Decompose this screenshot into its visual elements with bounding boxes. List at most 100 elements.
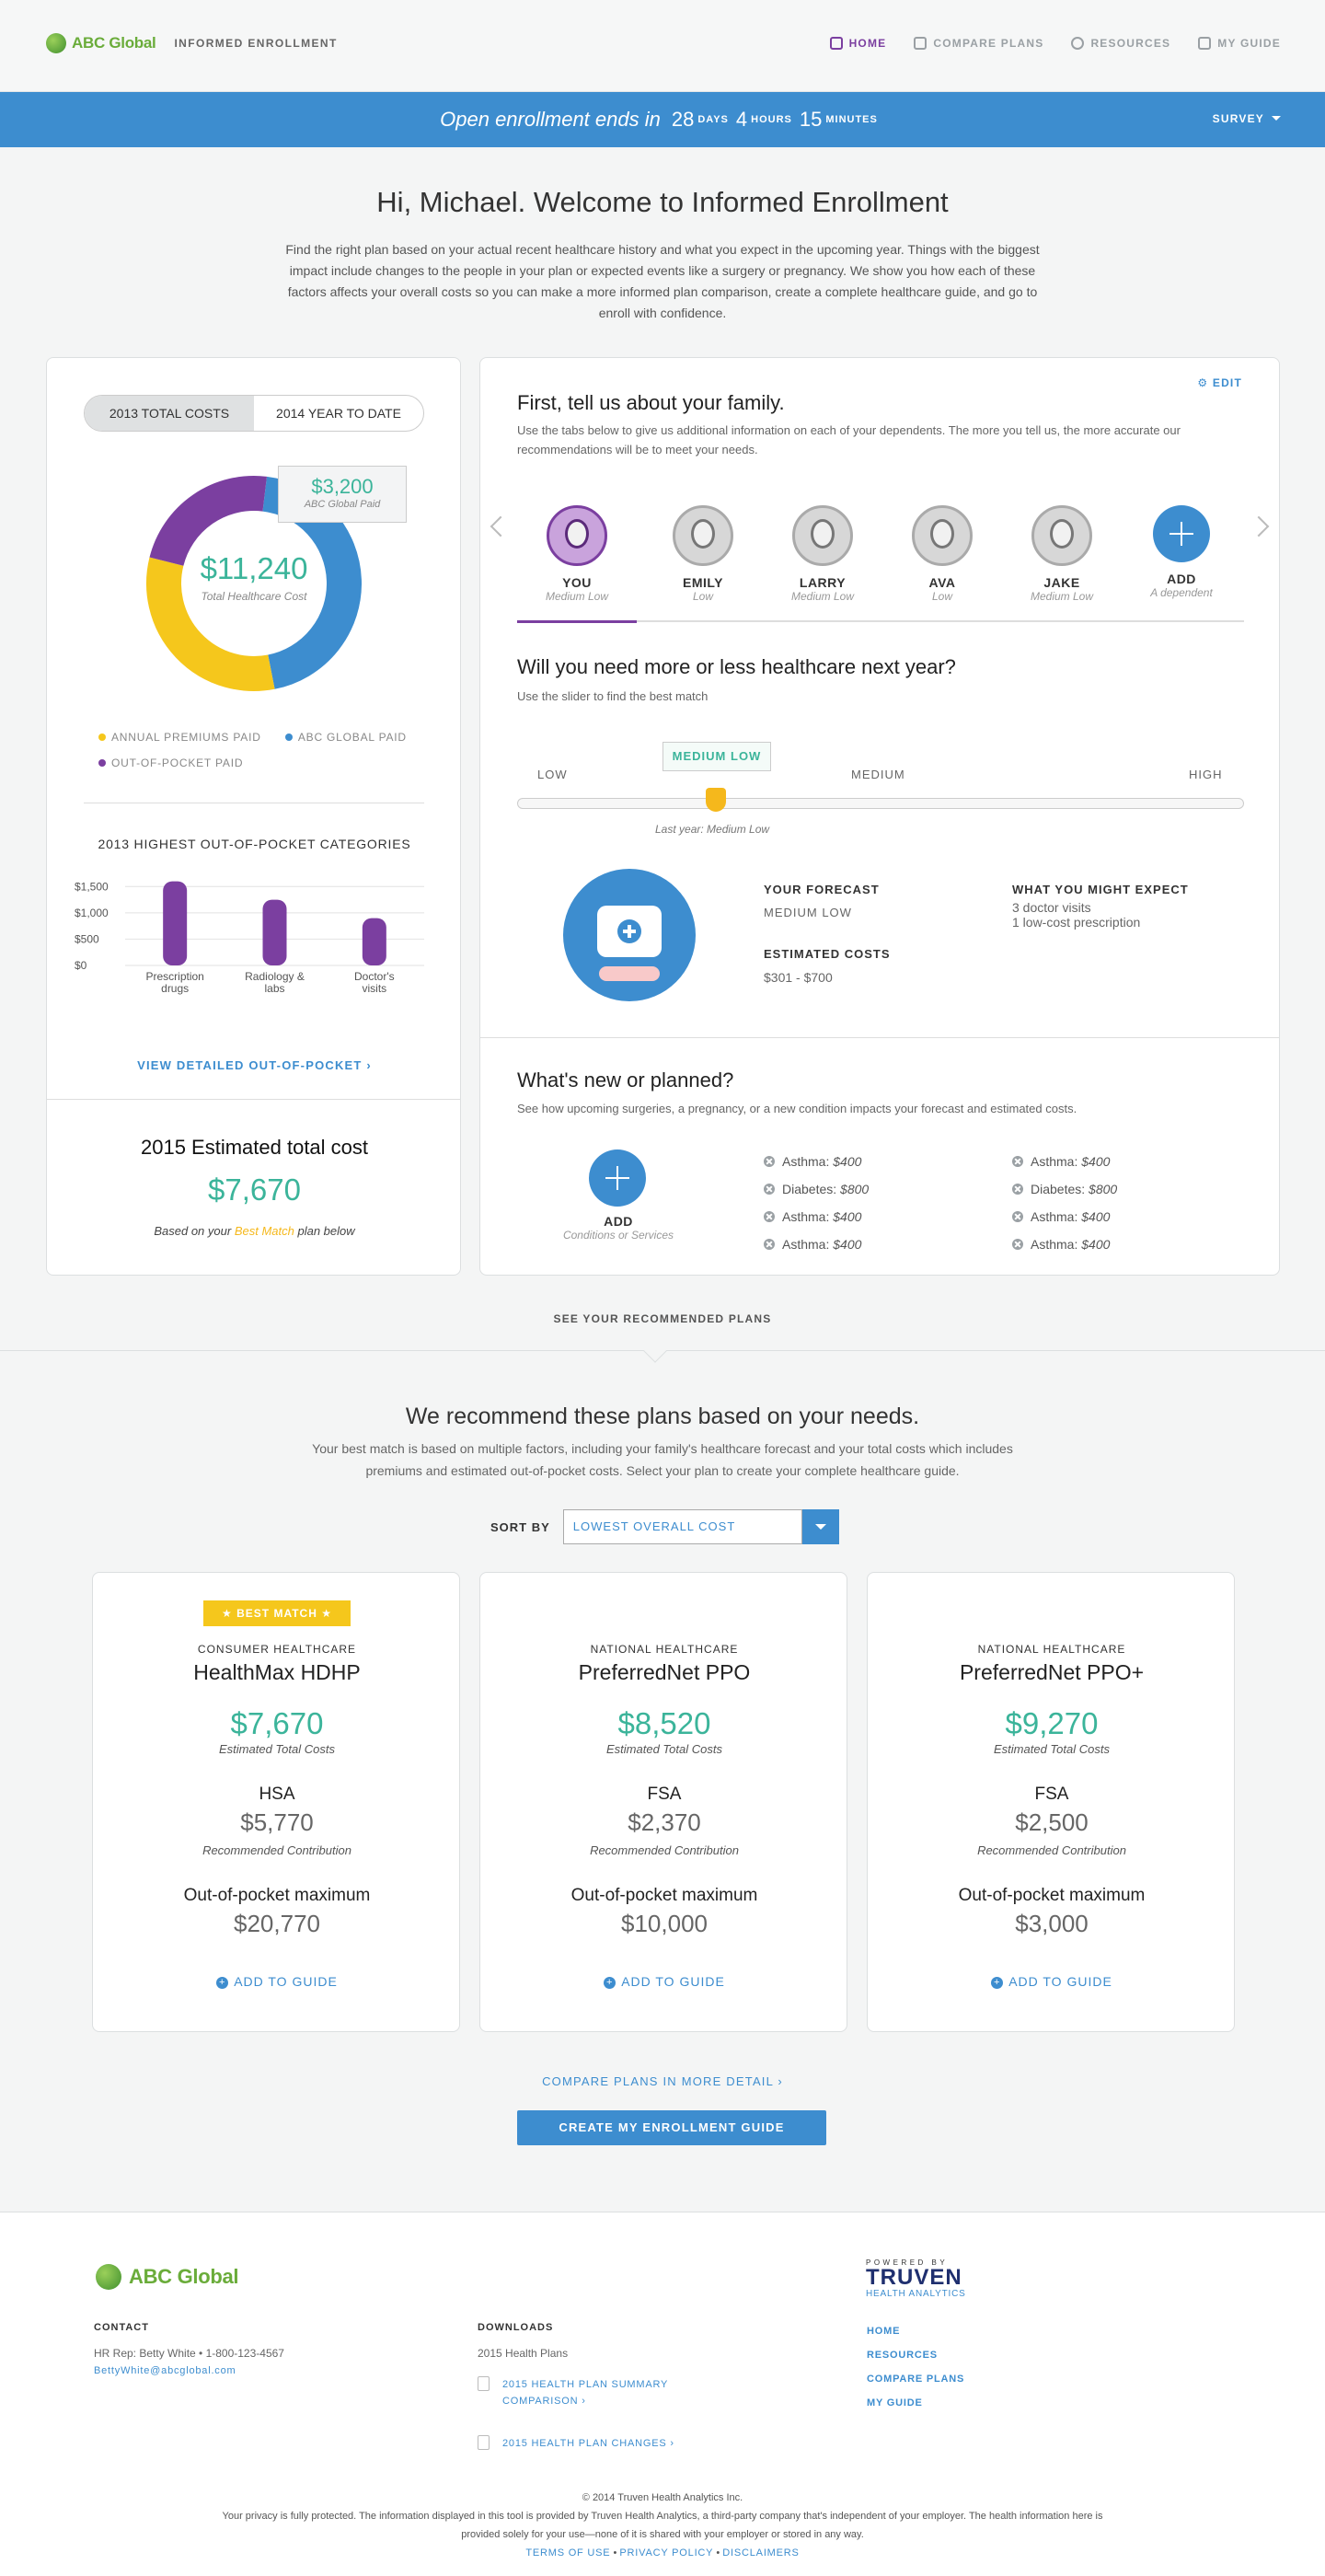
- see-recommended-plans[interactable]: SEE YOUR RECOMMENDED PLANS: [553, 1312, 772, 1325]
- download-item[interactable]: 2015 HEALTH PLAN CHANGES ›: [478, 2435, 698, 2452]
- compare-plans-detail-link[interactable]: COMPARE PLANS IN MORE DETAIL ›: [542, 2074, 783, 2088]
- disclaimers-link[interactable]: DISCLAIMERS: [722, 2547, 800, 2559]
- donut-slice[interactable]: [149, 476, 267, 567]
- remove-icon[interactable]: [764, 1239, 775, 1250]
- add-dependent-button[interactable]: ADD A dependent: [1126, 505, 1237, 599]
- add-sublabel: A dependent: [1150, 586, 1213, 599]
- remove-icon[interactable]: [764, 1211, 775, 1222]
- bar[interactable]: [163, 881, 188, 965]
- tab-2013-total-costs[interactable]: 2013 TOTAL COSTS: [85, 396, 254, 431]
- survey-dropdown[interactable]: SURVEY: [1213, 112, 1281, 125]
- copyright: © 2014 Truven Health Analytics Inc.: [582, 2492, 743, 2503]
- remove-icon[interactable]: [764, 1156, 775, 1167]
- footer-logo[interactable]: ABC Global: [96, 2264, 239, 2290]
- truven-logo: POWERED BY TRUVEN HEALTH ANALYTICS: [866, 2258, 1013, 2299]
- plan-card-preferrednet-ppo-plus[interactable]: NATIONAL HEALTHCARE PreferredNet PPO+ $9…: [867, 1572, 1235, 2032]
- contact-email-link[interactable]: BettyWhite@abcglobal.com: [94, 2365, 236, 2376]
- remove-icon[interactable]: [1012, 1156, 1023, 1167]
- family-tab-ava[interactable]: AVA Low: [887, 505, 997, 603]
- condition-name: Asthma:: [1031, 1209, 1078, 1224]
- tab-2014-year-to-date[interactable]: 2014 YEAR TO DATE: [276, 406, 401, 421]
- plan-company: NATIONAL HEALTHCARE: [590, 1643, 739, 1656]
- member-level: Low: [692, 590, 713, 603]
- downloads-title: DOWNLOADS: [478, 2322, 554, 2333]
- brand-logo[interactable]: ABC Global INFORMED ENROLLMENT: [46, 33, 338, 53]
- truven-name: TRUVEN: [866, 2265, 962, 2290]
- add-sublabel: Conditions or Services: [562, 1229, 674, 1242]
- plan-account-value: $5,770: [240, 1808, 314, 1836]
- hours-label: HOURS: [751, 114, 792, 125]
- legend-dot: [98, 759, 106, 767]
- avatar: [673, 505, 733, 566]
- footer-link-compare-plans[interactable]: COMPARE PLANS: [867, 2374, 965, 2385]
- condition-name: Diabetes:: [782, 1182, 837, 1196]
- footer-link-home[interactable]: HOME: [867, 2326, 901, 2337]
- expect-item: 1 low-cost prescription: [1012, 915, 1141, 930]
- x-tick-label: visits: [362, 982, 386, 995]
- gear-icon: ⚙: [1197, 376, 1213, 389]
- remove-icon[interactable]: [1012, 1239, 1023, 1250]
- family-title: First, tell us about your family.: [517, 391, 785, 414]
- condition-cost: $400: [833, 1209, 862, 1224]
- condition-name: Asthma:: [782, 1154, 830, 1169]
- donut-slice[interactable]: [146, 557, 275, 691]
- plan-card-healthmax-hdhp[interactable]: ★ BEST MATCH ★ CONSUMER HEALTHCARE Healt…: [92, 1572, 460, 2032]
- add-label: ADD: [604, 1214, 633, 1229]
- create-enrollment-guide-button[interactable]: CREATE MY ENROLLMENT GUIDE: [517, 2110, 826, 2145]
- privacy-policy-link[interactable]: PRIVACY POLICY: [619, 2547, 714, 2559]
- nav-compare-plans[interactable]: COMPARE PLANS: [914, 37, 1043, 50]
- condition-name: Asthma:: [782, 1237, 830, 1252]
- legend-out-of-pocket: OUT-OF-POCKET PAID: [98, 757, 243, 769]
- plan-account-value: $2,500: [1015, 1808, 1089, 1836]
- add-to-guide-button[interactable]: ADD TO GUIDE: [480, 1974, 848, 1989]
- remove-icon[interactable]: [1012, 1184, 1023, 1195]
- x-tick-label: Doctor's: [354, 970, 395, 983]
- chevron-left-icon[interactable]: [490, 515, 512, 537]
- slider-handle[interactable]: [706, 788, 726, 812]
- categories-title: 2013 HIGHEST OUT-OF-POCKET CATEGORIES: [98, 837, 411, 851]
- globe-icon: [96, 2264, 121, 2290]
- add-to-guide-button[interactable]: ADD TO GUIDE: [93, 1974, 461, 1989]
- plan-account-label: Recommended Contribution: [202, 1843, 351, 1857]
- add-condition-button[interactable]: [589, 1149, 646, 1207]
- chevron-down-icon[interactable]: [801, 1509, 839, 1544]
- nav-resources[interactable]: RESOURCES: [1071, 37, 1170, 50]
- condition-item: Diabetes: $800: [764, 1175, 869, 1203]
- usage-title: Will you need more or less healthcare ne…: [517, 655, 956, 678]
- footer-link-my-guide[interactable]: MY GUIDE: [867, 2397, 923, 2409]
- family-member-tabs: YOU Medium Low EMILY Low LARRY Medium Low A…: [517, 505, 1244, 625]
- bar[interactable]: [362, 918, 386, 965]
- footer-link-resources[interactable]: RESOURCES: [867, 2350, 938, 2361]
- download-item[interactable]: 2015 HEALTH PLAN SUMMARY COMPARISON ›: [478, 2376, 698, 2409]
- add-to-guide-button[interactable]: ADD TO GUIDE: [868, 1974, 1236, 1989]
- member-level: Medium Low: [545, 590, 609, 603]
- sort-select[interactable]: LOWEST OVERALL COST: [562, 1509, 802, 1544]
- family-tab-larry[interactable]: LARRY Medium Low: [767, 505, 878, 603]
- terms-link[interactable]: TERMS OF USE: [525, 2547, 611, 2559]
- member-name: JAKE: [1043, 575, 1080, 590]
- healthcare-level-slider[interactable]: [517, 798, 1244, 809]
- cross-icon: [617, 919, 641, 943]
- member-level: Medium Low: [790, 590, 855, 603]
- bar[interactable]: [262, 899, 287, 965]
- plan-oop-title: Out-of-pocket maximum: [958, 1886, 1146, 1905]
- family-tab-jake[interactable]: JAKE Medium Low: [1007, 505, 1117, 603]
- family-tab-you[interactable]: YOU Medium Low: [522, 505, 632, 603]
- plan-card-preferrednet-ppo[interactable]: NATIONAL HEALTHCARE PreferredNet PPO $8,…: [479, 1572, 847, 2032]
- family-tab-emily[interactable]: EMILY Low: [648, 505, 758, 603]
- nav-home[interactable]: HOME: [829, 37, 887, 50]
- condition-item: Asthma: $400: [1012, 1203, 1117, 1230]
- person-icon: [691, 519, 715, 549]
- remove-icon[interactable]: [1012, 1211, 1023, 1222]
- avatar: [912, 505, 973, 566]
- remove-icon[interactable]: [764, 1184, 775, 1195]
- nav-my-guide[interactable]: MY GUIDE: [1198, 37, 1281, 50]
- slider-value-bubble: MEDIUM LOW: [662, 742, 771, 771]
- download-changes-link[interactable]: 2015 HEALTH PLAN CHANGES ›: [502, 2438, 674, 2449]
- download-summary-link[interactable]: 2015 HEALTH PLAN SUMMARY COMPARISON ›: [502, 2379, 668, 2407]
- edit-button[interactable]: ⚙ EDIT: [1197, 376, 1242, 389]
- person-icon: [565, 519, 589, 549]
- chevron-right-icon[interactable]: [1248, 515, 1270, 537]
- view-detailed-out-of-pocket-link[interactable]: VIEW DETAILED OUT-OF-POCKET ›: [137, 1058, 372, 1072]
